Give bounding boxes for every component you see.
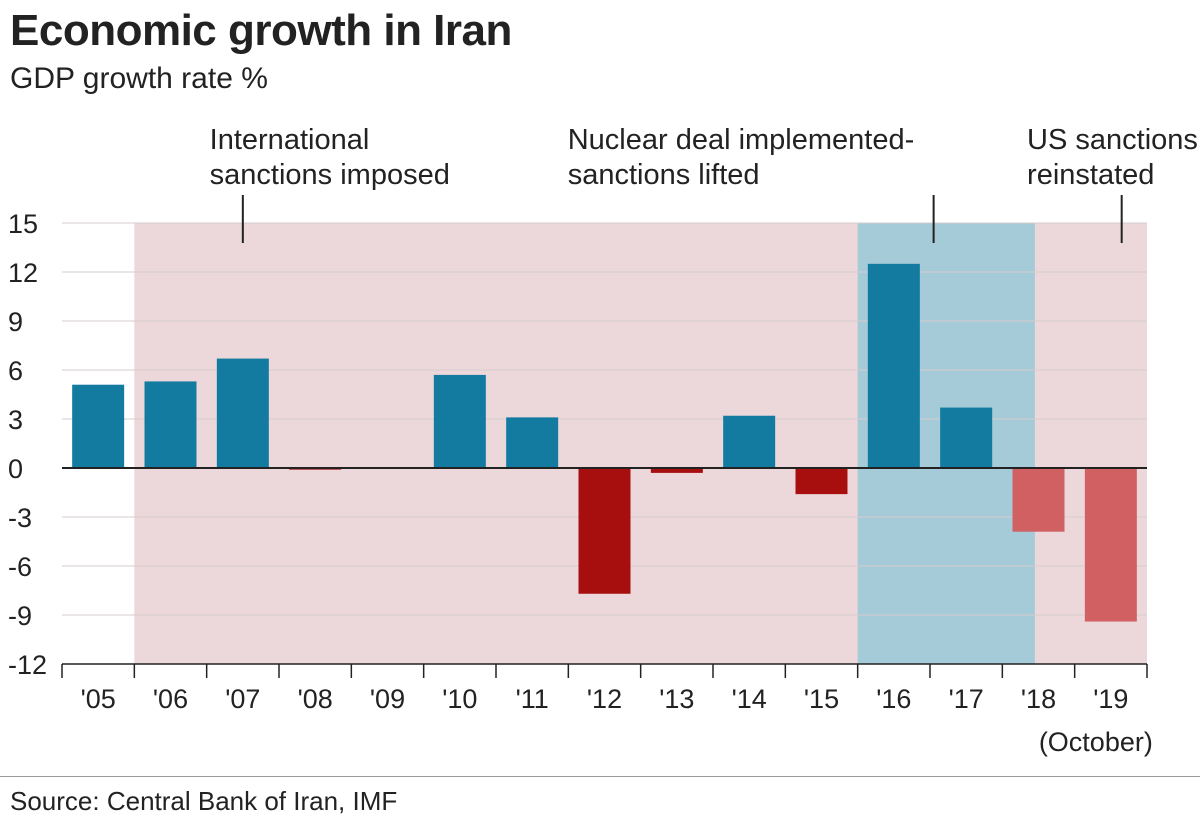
x-tick-label: '10 xyxy=(442,684,477,714)
x-tick-label: '11 xyxy=(516,684,549,714)
bar-16 xyxy=(867,263,920,468)
y-tick-label: -9 xyxy=(8,601,32,631)
bar-18 xyxy=(1012,468,1065,532)
annotation-text: sanctions lifted xyxy=(568,159,760,191)
annotation-text: reinstated xyxy=(1027,159,1154,191)
y-tick-label: 15 xyxy=(8,209,38,239)
x-tick-label: '12 xyxy=(587,684,622,714)
y-tick-label: 3 xyxy=(8,405,23,435)
y-tick-label: 12 xyxy=(8,258,38,288)
annotation-text: sanctions imposed xyxy=(210,159,450,191)
bar-11 xyxy=(506,417,559,468)
source-note: Source: Central Bank of Iran, IMF xyxy=(10,786,398,816)
x-tick-label: '05 xyxy=(81,684,116,714)
x-tick-label: '18 xyxy=(1021,684,1056,714)
bar-17 xyxy=(940,407,993,468)
bar-10 xyxy=(433,374,486,468)
x-tick-label: '13 xyxy=(659,684,694,714)
x-tick-label: '19 xyxy=(1093,684,1128,714)
y-tick-label: 6 xyxy=(8,356,23,386)
x-tick-sublabel: (October) xyxy=(1039,727,1153,757)
annotation-text: US sanctions xyxy=(1027,124,1198,156)
bar-13 xyxy=(650,468,703,473)
x-tick-label: '07 xyxy=(225,684,260,714)
x-tick-label: '08 xyxy=(298,684,333,714)
bar-19 xyxy=(1084,468,1137,622)
x-tick-label: '06 xyxy=(153,684,188,714)
chart-title: Economic growth in Iran xyxy=(10,6,512,55)
x-tick-label: '09 xyxy=(370,684,405,714)
bar-15 xyxy=(795,468,848,495)
bar-06 xyxy=(144,381,197,468)
chart-subtitle: GDP growth rate % xyxy=(10,62,268,95)
y-tick-label: -3 xyxy=(8,503,32,533)
y-tick-label: 9 xyxy=(8,307,23,337)
y-tick-label: 0 xyxy=(8,454,23,484)
bar-05 xyxy=(72,384,125,468)
annotation-text: International xyxy=(210,124,370,156)
y-tick-label: -6 xyxy=(8,552,32,582)
x-tick-label: '15 xyxy=(804,684,839,714)
annotation-text: Nuclear deal implemented- xyxy=(568,124,915,156)
x-tick-label: '14 xyxy=(732,684,767,714)
bar-07 xyxy=(216,358,269,468)
source-divider xyxy=(0,776,1200,777)
x-tick-label: '17 xyxy=(949,684,984,714)
x-tick-label: '16 xyxy=(876,684,911,714)
bar-12 xyxy=(578,468,631,594)
y-tick-label: -12 xyxy=(8,650,47,680)
bar-14 xyxy=(723,415,776,468)
